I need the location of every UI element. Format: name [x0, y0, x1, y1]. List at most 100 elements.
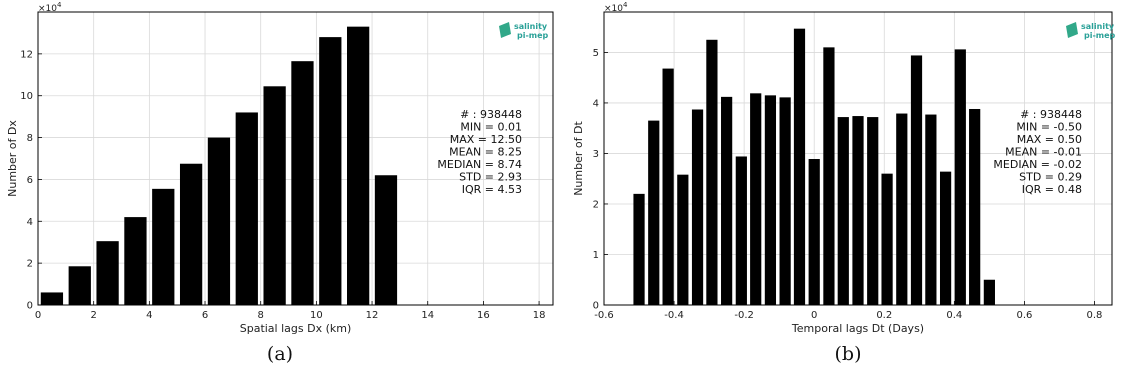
y-tick-label: 2	[27, 259, 33, 270]
x-tick-label: 0.6	[1016, 310, 1032, 321]
y-tick-label: 4	[593, 98, 599, 109]
x-axis-label: Spatial lags Dx (km)	[240, 322, 352, 335]
x-tick-label: 10	[310, 310, 323, 321]
stat-line: MEDIAN = -0.02	[993, 158, 1082, 171]
plot-frame	[37, 11, 554, 306]
bar	[750, 93, 762, 305]
logo-text-pimep: pi-mep	[517, 31, 549, 40]
x-tick-label: 12	[366, 310, 379, 321]
y-tick-label: 0	[593, 301, 599, 312]
x-tick-label: 6	[202, 310, 208, 321]
y-multiplier-exponent: 4	[57, 1, 62, 9]
bar	[152, 188, 175, 305]
bar	[40, 292, 64, 305]
bar	[983, 279, 995, 305]
stat-line: STD = 0.29	[1019, 171, 1082, 184]
bar	[648, 120, 660, 306]
bar	[925, 114, 937, 305]
y-tick-label: 5	[593, 48, 599, 59]
y-multiplier-exponent: 4	[623, 1, 628, 9]
y-multiplier-label: ×104	[38, 1, 62, 14]
x-tick-label: 0	[811, 310, 817, 321]
y-tick-label: 4	[27, 217, 33, 228]
y-axis-label: Number of Dx	[6, 120, 19, 197]
bar	[939, 171, 952, 305]
y-tick-label: 6	[27, 175, 33, 186]
x-tick-label: 4	[146, 310, 152, 321]
bar	[374, 175, 398, 305]
x-tick-label: 2	[90, 310, 96, 321]
stat-line: MEAN = -0.01	[1005, 146, 1082, 159]
bar	[867, 117, 879, 305]
stat-line: # : 938448	[460, 108, 522, 121]
x-tick-label: 0.8	[1087, 310, 1103, 321]
stat-line: # : 938448	[1020, 108, 1082, 121]
y-tick-label: 12	[20, 49, 33, 60]
bar	[881, 173, 893, 305]
bar	[319, 37, 342, 305]
bar	[852, 116, 864, 305]
chart-panel-a: 0 2 4 6 8 10 12 14 16 18 0 2 4 6 8 10 12 ×104 Spatial lags…	[6, 1, 554, 365]
logo-emblem-icon	[1066, 22, 1078, 38]
y-tick-label: 3	[593, 149, 599, 160]
bar	[677, 174, 689, 305]
bar	[235, 112, 258, 305]
x-tick-label: 8	[258, 310, 264, 321]
bar	[896, 113, 908, 305]
bar	[179, 163, 203, 305]
y-tick-label: 0	[27, 301, 33, 312]
logo-text-pimep: pi-mep	[1084, 31, 1116, 40]
x-tick-label: 0.2	[876, 310, 892, 321]
panel-caption: (b)	[835, 343, 862, 365]
bar	[291, 61, 314, 305]
bar	[969, 108, 981, 305]
bar	[910, 55, 923, 306]
bar	[263, 86, 286, 306]
y-tick-label: 10	[20, 91, 33, 102]
stat-line: MIN = 0.01	[460, 121, 522, 134]
logo-text-salinity: salinity	[1081, 22, 1115, 31]
stat-line: MAX = 12.50	[450, 133, 522, 146]
bar	[662, 68, 674, 305]
bar	[124, 217, 147, 305]
bar	[691, 109, 704, 305]
y-axis-label: Number of Dt	[572, 121, 585, 196]
bar	[823, 47, 835, 306]
panel-caption: (a)	[267, 343, 293, 365]
bar	[633, 193, 645, 305]
stat-line: IQR = 0.48	[1022, 183, 1082, 196]
chart-panel-b: -0.6 -0.4 -0.2 0 0.2 0.4 0.6 0.8 0 1 2 3 4 5 ×104 Tempo…	[572, 1, 1116, 365]
x-tick-label: 0	[35, 310, 41, 321]
x-tick-label: -0.2	[734, 310, 754, 321]
plot-frame	[603, 11, 1113, 306]
logo-emblem-icon	[499, 22, 511, 38]
bar	[706, 39, 718, 305]
x-tick-label: -0.4	[664, 310, 684, 321]
bar	[96, 241, 119, 305]
bar	[793, 28, 806, 306]
stat-line: STD = 2.93	[459, 171, 522, 184]
bar	[207, 137, 231, 305]
bar	[721, 96, 733, 306]
y-tick-label: 1	[593, 250, 599, 261]
stat-line: MAX = 0.50	[1017, 133, 1082, 146]
bar	[764, 95, 777, 305]
x-tick-label: 18	[533, 310, 546, 321]
stat-line: IQR = 4.53	[462, 183, 522, 196]
x-axis-label: Temporal lags Dt (Days)	[791, 322, 924, 335]
y-tick-label: 8	[27, 133, 33, 144]
bar	[68, 266, 91, 305]
x-tick-label: -0.6	[594, 310, 614, 321]
bar	[779, 97, 791, 305]
logo-text-salinity: salinity	[514, 22, 548, 31]
x-tick-label: 0.4	[946, 310, 962, 321]
x-tick-label: 14	[421, 310, 434, 321]
y-tick-label: 2	[593, 199, 599, 210]
stat-line: MEAN = 8.25	[449, 146, 522, 159]
bar	[837, 117, 849, 305]
bar	[808, 159, 820, 305]
y-multiplier-label: ×104	[604, 1, 628, 14]
